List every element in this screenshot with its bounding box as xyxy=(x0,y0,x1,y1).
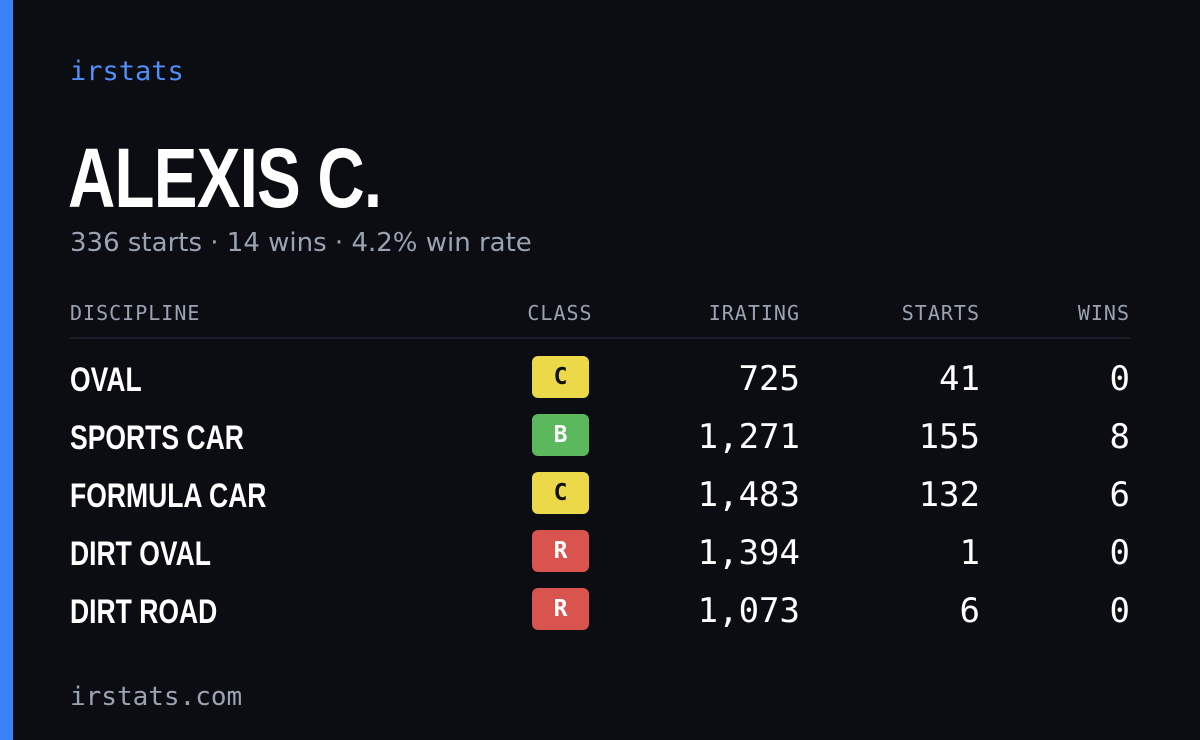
wins-value: 8 xyxy=(1109,417,1130,457)
table-row: SPORTS CAR B 1,271 155 8 xyxy=(70,411,1130,469)
starts-value: 6 xyxy=(959,591,980,631)
discipline-name: OVAL xyxy=(70,361,142,399)
starts-value: 1 xyxy=(959,533,980,573)
table-row: DIRT ROAD R 1,073 6 0 xyxy=(70,585,1130,643)
license-class-badge: C xyxy=(532,356,589,398)
header-starts: STARTS xyxy=(901,301,980,325)
starts-value: 155 xyxy=(918,417,980,457)
license-class-badge: C xyxy=(532,472,589,514)
discipline-name: DIRT OVAL xyxy=(70,535,211,573)
table-header: DISCIPLINE CLASS IRATING STARTS WINS xyxy=(70,298,1130,339)
irating-value: 1,271 xyxy=(697,417,800,457)
header-discipline: DISCIPLINE xyxy=(70,301,201,325)
wins-value: 6 xyxy=(1109,475,1130,515)
stats-table: DISCIPLINE CLASS IRATING STARTS WINS OVA… xyxy=(70,298,1130,643)
table-row: OVAL C 725 41 0 xyxy=(70,353,1130,411)
accent-bar xyxy=(0,0,13,740)
license-class-badge: R xyxy=(532,530,589,572)
driver-name: ALEXIS C. xyxy=(68,131,382,225)
table-row: FORMULA CAR C 1,483 132 6 xyxy=(70,469,1130,527)
header-class: CLASS xyxy=(527,301,593,325)
table-row: DIRT OVAL R 1,394 1 0 xyxy=(70,527,1130,585)
starts-value: 41 xyxy=(939,359,980,399)
header-wins: WINS xyxy=(1077,301,1130,325)
header-irating: IRATING xyxy=(708,301,800,325)
starts-value: 132 xyxy=(918,475,980,515)
wins-value: 0 xyxy=(1109,591,1130,631)
footer-url[interactable]: irstats.com xyxy=(70,682,243,712)
irating-value: 1,394 xyxy=(697,533,800,573)
wins-value: 0 xyxy=(1109,533,1130,573)
license-class-badge: B xyxy=(532,414,589,456)
license-class-badge: R xyxy=(532,588,589,630)
irating-value: 725 xyxy=(738,359,800,399)
wins-value: 0 xyxy=(1109,359,1130,399)
discipline-name: DIRT ROAD xyxy=(70,593,218,631)
irating-value: 1,483 xyxy=(697,475,800,515)
discipline-name: SPORTS CAR xyxy=(70,419,244,457)
driver-summary: 336 starts · 14 wins · 4.2% win rate xyxy=(70,228,532,258)
table-body: OVAL C 725 41 0 SPORTS CAR B 1,271 155 8… xyxy=(70,353,1130,643)
irating-value: 1,073 xyxy=(697,591,800,631)
brand-logo[interactable]: irstats xyxy=(70,56,184,87)
discipline-name: FORMULA CAR xyxy=(70,477,267,515)
